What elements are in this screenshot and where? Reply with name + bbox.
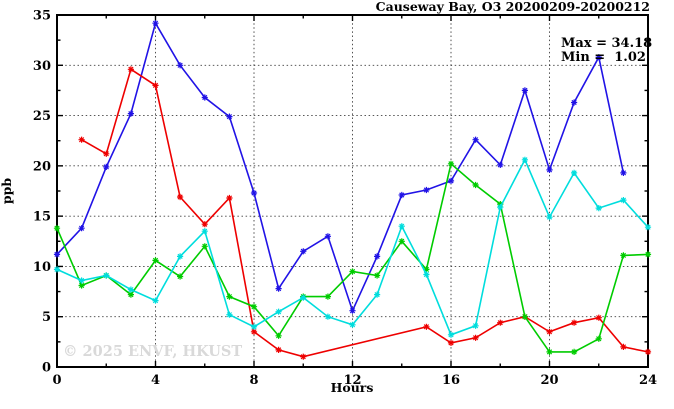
data-series	[53, 20, 652, 360]
point-markers-blue	[53, 20, 627, 314]
min-value-label: Min = 1.02	[561, 50, 646, 65]
tick-labels: 0 4 8 12 16 20 24 0 5 10 15 20 25 30 35	[33, 9, 657, 389]
x-tick-label: 24	[639, 373, 657, 388]
line-path-blue	[56, 21, 625, 313]
x-axis-label: Hours	[331, 380, 374, 395]
series-line-red	[78, 66, 652, 360]
watermark: © 2025 ENVF, HKUST	[63, 343, 242, 360]
series-line-blue	[53, 20, 627, 314]
y-tick-label: 20	[33, 159, 51, 174]
y-tick-label: 30	[33, 59, 51, 74]
y-tick-label: 5	[42, 310, 51, 325]
x-tick-label: 8	[249, 373, 258, 388]
max-value-label: Max = 34.18	[561, 36, 652, 51]
y-tick-label: 10	[33, 260, 51, 275]
line-path-red	[81, 68, 649, 358]
x-tick-label: 20	[540, 373, 558, 388]
y-tick-label: 15	[33, 210, 51, 225]
x-tick-label: 12	[343, 373, 361, 388]
grid-lines	[57, 15, 648, 367]
point-markers-red	[78, 66, 652, 360]
point-markers-cyan	[53, 156, 652, 338]
y-tick-label: 35	[33, 9, 51, 24]
chart-title: Causeway Bay, O3 20200209-20200212	[376, 0, 650, 14]
y-tick-label: 25	[33, 109, 51, 124]
series-line-cyan	[53, 156, 652, 338]
x-tick-label: 0	[52, 373, 61, 388]
y-axis-label: ppb	[0, 178, 14, 204]
y-tick-label: 0	[42, 361, 51, 376]
x-tick-label: 16	[442, 373, 460, 388]
x-tick-label: 4	[151, 373, 160, 388]
axis-ticks	[56, 14, 649, 368]
plot-border	[56, 14, 649, 368]
